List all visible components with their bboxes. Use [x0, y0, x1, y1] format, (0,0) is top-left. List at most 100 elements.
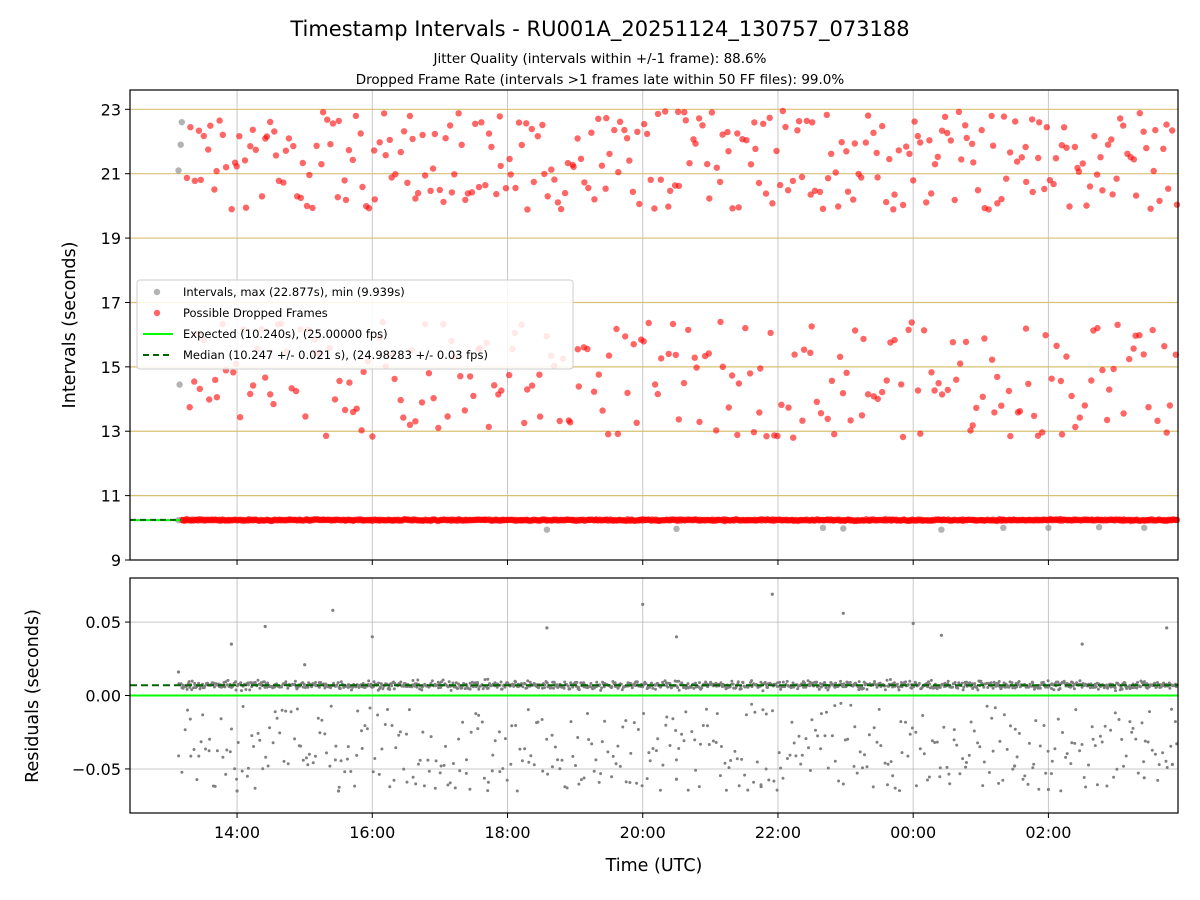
dropped-frame-point [222, 164, 230, 171]
residual-point [390, 724, 394, 727]
dropped-frame-point [1057, 377, 1065, 385]
residual-point [280, 708, 284, 712]
residual-point [356, 709, 360, 713]
residual-point [715, 712, 719, 716]
dropped-frame-point [860, 335, 867, 343]
dropped-frame-point [1086, 183, 1094, 190]
residual-point [741, 681, 745, 685]
residual-point [772, 779, 776, 783]
residual-point [245, 774, 249, 778]
dropped-frame-point [534, 133, 541, 140]
dropped-frame-point [813, 398, 820, 405]
dropped-frame-point [406, 112, 414, 120]
dropped-frame-point [906, 150, 913, 157]
y-tick-label-residuals: 0.05 [85, 613, 121, 632]
residual-point [930, 739, 934, 743]
dropped-frame-point [446, 122, 454, 129]
y-tick-label-intervals: 23 [101, 100, 121, 119]
dropped-frame-point [883, 377, 890, 384]
residual-outlier-point [1080, 642, 1084, 646]
dropped-frame-point [457, 373, 464, 380]
residual-point [253, 680, 257, 684]
residual-outlier-point [1170, 762, 1174, 767]
dropped-frame-point [382, 152, 389, 159]
dropped-frame-point [938, 391, 946, 398]
residual-point [723, 761, 727, 765]
chart-legend: Intervals, max (22.877s), min (9.939s) P… [136, 279, 574, 370]
residual-point [1026, 782, 1030, 786]
residual-point [1050, 687, 1053, 690]
residual-point [628, 781, 632, 784]
dropped-frame-point [497, 162, 504, 170]
residual-point [863, 753, 866, 757]
residual-point [951, 685, 954, 689]
dropped-frame-point [1013, 158, 1021, 165]
residual-point [224, 772, 228, 776]
dropped-frame-point [425, 370, 433, 377]
x-tick-label: 18:00 [484, 823, 530, 842]
residual-point [349, 770, 353, 773]
residual-point [764, 712, 768, 716]
dropped-frame-point [1136, 110, 1144, 117]
residual-point [493, 681, 497, 685]
dropped-frame-point [507, 171, 514, 178]
dropped-frame-point [955, 108, 963, 116]
residual-point [273, 710, 277, 714]
dropped-frame-point [890, 206, 897, 213]
residual-point [997, 680, 1001, 683]
dropped-frame-point [280, 179, 287, 186]
residual-point [207, 749, 211, 753]
residual-point [668, 744, 672, 747]
residual-point [441, 678, 445, 682]
residual-point [486, 780, 490, 784]
dropped-frame-point [334, 194, 341, 201]
residual-point [339, 759, 343, 763]
dropped-frame-point [530, 178, 537, 186]
residual-point [1146, 740, 1150, 744]
interval-point [673, 525, 680, 532]
residual-point [1037, 787, 1041, 791]
residual-point [796, 687, 800, 691]
interval-point [840, 525, 847, 532]
dropped-frame-point [391, 375, 398, 383]
residual-point [886, 762, 890, 766]
dropped-frame-point [331, 396, 339, 403]
interval-point [819, 524, 827, 531]
dropped-frame-point [785, 404, 792, 411]
residual-point [1109, 728, 1113, 732]
residual-point [686, 682, 690, 686]
residual-point [1173, 720, 1177, 724]
residual-point [785, 757, 789, 760]
dropped-frame-point [807, 191, 814, 198]
dropped-frame-point [1165, 185, 1172, 192]
residual-point [250, 734, 254, 738]
dropped-frame-point [974, 187, 982, 194]
dropped-frame-point [1043, 124, 1051, 131]
residual-point [1042, 724, 1046, 727]
residual-point [665, 715, 669, 719]
residual-point [476, 727, 480, 731]
residual-point [1105, 784, 1109, 788]
residual-point [577, 782, 581, 786]
residual-point [1021, 777, 1025, 781]
residual-point [550, 733, 554, 737]
residual-point [730, 679, 734, 683]
residual-point [446, 783, 450, 787]
dropped-frame-point [819, 205, 827, 212]
dropped-frame-point [899, 433, 907, 441]
intervals-panel: 9 11 13 15 17 19 21 23 Intervals (seconds) [60, 89, 1181, 570]
residual-point [317, 685, 321, 689]
dropped-frame-point [665, 203, 672, 210]
residual-point [885, 678, 889, 682]
residual-point [381, 687, 385, 691]
dropped-frame-point [647, 176, 654, 183]
dropped-frame-point [824, 175, 832, 182]
dropped-frame-point [782, 123, 789, 131]
chart-subtitle-dropped: Dropped Frame Rate (intervals >1 frames … [356, 72, 845, 88]
residual-point [1131, 726, 1135, 730]
residual-point [630, 686, 634, 690]
residual-point [603, 719, 607, 723]
residual-point [506, 681, 510, 685]
residual-point [973, 682, 977, 686]
residual-point [991, 749, 995, 753]
